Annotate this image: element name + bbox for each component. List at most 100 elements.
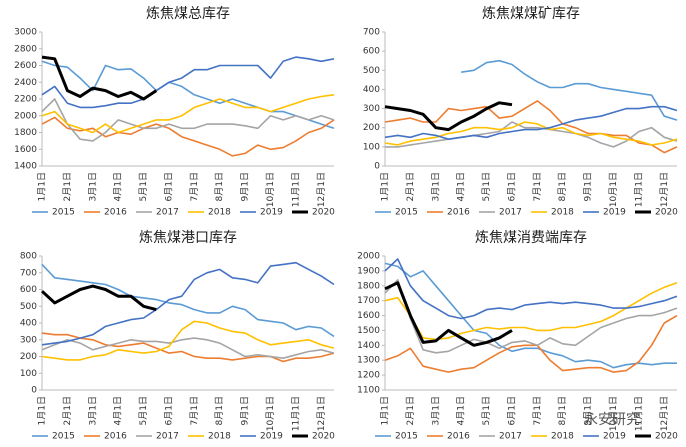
y-tick-label: 800	[20, 252, 37, 262]
y-tick-label: 500	[363, 66, 380, 76]
y-tick-label: 300	[20, 335, 37, 345]
x-tick-label: 6月1日	[506, 396, 517, 425]
x-tick-label: 12月1日	[659, 396, 670, 431]
y-tick-label: 1400	[14, 162, 37, 172]
legend-label: 2015	[52, 208, 75, 218]
x-tick-label: 9月1日	[583, 396, 594, 425]
legend-label: 2019	[603, 432, 626, 442]
y-tick-label: 500	[20, 302, 37, 312]
series-line	[384, 262, 677, 369]
legend-label: 2018	[208, 432, 231, 442]
y-tick-label: 100	[363, 142, 380, 152]
series-line	[384, 100, 678, 154]
y-tick-label: 2000	[14, 111, 37, 121]
x-tick-label: 1月1日	[380, 172, 391, 201]
series-line	[384, 282, 678, 341]
x-tick-label: 8月1日	[557, 396, 568, 425]
y-tick-label: 400	[363, 85, 380, 95]
x-tick-label: 10月1日	[608, 396, 619, 431]
y-tick-label: 700	[20, 268, 37, 278]
x-tick-label: 1月1日	[380, 396, 391, 425]
legend-label: 2016	[104, 432, 127, 442]
x-tick-label: 3月1日	[430, 396, 441, 425]
x-tick-label: 2月1日	[62, 396, 73, 425]
x-tick-label: 9月1日	[583, 172, 594, 201]
legend-label: 2015	[395, 208, 418, 218]
y-tick-label: 1600	[14, 145, 37, 155]
y-tick-label: 2400	[14, 78, 37, 88]
y-tick-label: 0	[374, 162, 380, 172]
x-tick-label: 5月1日	[481, 396, 492, 425]
x-tick-label: 7月1日	[532, 396, 543, 425]
y-tick-label: 200	[20, 352, 37, 362]
x-tick-label: 5月1日	[138, 172, 149, 201]
series-line	[41, 98, 335, 142]
x-tick-label: 12月1日	[316, 172, 327, 207]
watermark: 永安研究	[584, 412, 640, 428]
legend-label: 2016	[447, 208, 470, 218]
x-tick-label: 4月1日	[456, 396, 467, 425]
x-tick-label: 11月1日	[290, 172, 301, 207]
x-tick-label: 10月1日	[608, 172, 619, 207]
x-tick-label: 11月1日	[290, 396, 301, 431]
y-tick-label: 1600	[357, 311, 380, 321]
chart-title: 炼焦煤港口库存	[139, 230, 237, 246]
y-tick-label: 3000	[14, 28, 37, 38]
y-tick-label: 100	[20, 369, 37, 379]
legend-label: 2020	[655, 208, 678, 218]
y-tick-label: 400	[20, 319, 37, 329]
y-tick-label: 1800	[357, 281, 380, 291]
x-tick-label: 4月1日	[113, 396, 124, 425]
legend-label: 2016	[104, 208, 127, 218]
x-tick-label: 3月1日	[430, 172, 441, 201]
y-tick-label: 2800	[14, 44, 37, 54]
y-tick-label: 1200	[357, 371, 380, 381]
y-tick-label: 1800	[14, 128, 37, 138]
legend-label: 2017	[499, 208, 522, 218]
legend-label: 2020	[312, 208, 335, 218]
series-line	[384, 258, 678, 320]
x-tick-label: 10月1日	[265, 172, 276, 207]
x-tick-label: 4月1日	[456, 172, 467, 201]
series-line	[41, 94, 335, 134]
series-line	[41, 332, 335, 363]
series-line	[384, 279, 678, 354]
series-line	[41, 116, 335, 157]
series-line	[41, 261, 335, 346]
x-tick-label: 1月1日	[37, 396, 48, 425]
series-line	[384, 314, 678, 373]
y-tick-label: 1400	[357, 341, 380, 351]
x-tick-label: 9月1日	[240, 172, 251, 201]
series-line	[384, 121, 678, 146]
legend-label: 2016	[447, 432, 470, 442]
y-tick-label: 2000	[357, 252, 380, 262]
y-tick-label: 300	[363, 104, 380, 114]
legend-label: 2019	[260, 208, 283, 218]
y-tick-label: 1500	[357, 326, 380, 336]
legend-label: 2015	[395, 432, 418, 442]
legend-label: 2020	[655, 432, 678, 442]
legend-label: 2019	[603, 208, 626, 218]
y-tick-label: 200	[363, 123, 380, 133]
x-tick-label: 12月1日	[316, 396, 327, 431]
series-line	[41, 320, 335, 361]
series-line	[41, 263, 335, 338]
x-tick-label: 8月1日	[214, 396, 225, 425]
series-line	[41, 337, 335, 359]
x-tick-label: 6月1日	[163, 172, 174, 201]
x-tick-label: 6月1日	[163, 396, 174, 425]
y-tick-label: 600	[20, 285, 37, 295]
x-tick-label: 3月1日	[87, 396, 98, 425]
y-tick-label: 1300	[357, 356, 380, 366]
x-tick-label: 2月1日	[62, 172, 73, 201]
x-tick-label: 4月1日	[113, 172, 124, 201]
legend-label: 2018	[208, 208, 231, 218]
chart-title: 炼焦煤煤矿库存	[482, 6, 580, 22]
y-tick-label: 1100	[357, 386, 380, 396]
x-tick-label: 2月1日	[405, 172, 416, 201]
legend-label: 2017	[156, 432, 179, 442]
legend-label: 2018	[551, 432, 574, 442]
series-line	[384, 101, 513, 132]
x-tick-label: 7月1日	[189, 172, 200, 201]
